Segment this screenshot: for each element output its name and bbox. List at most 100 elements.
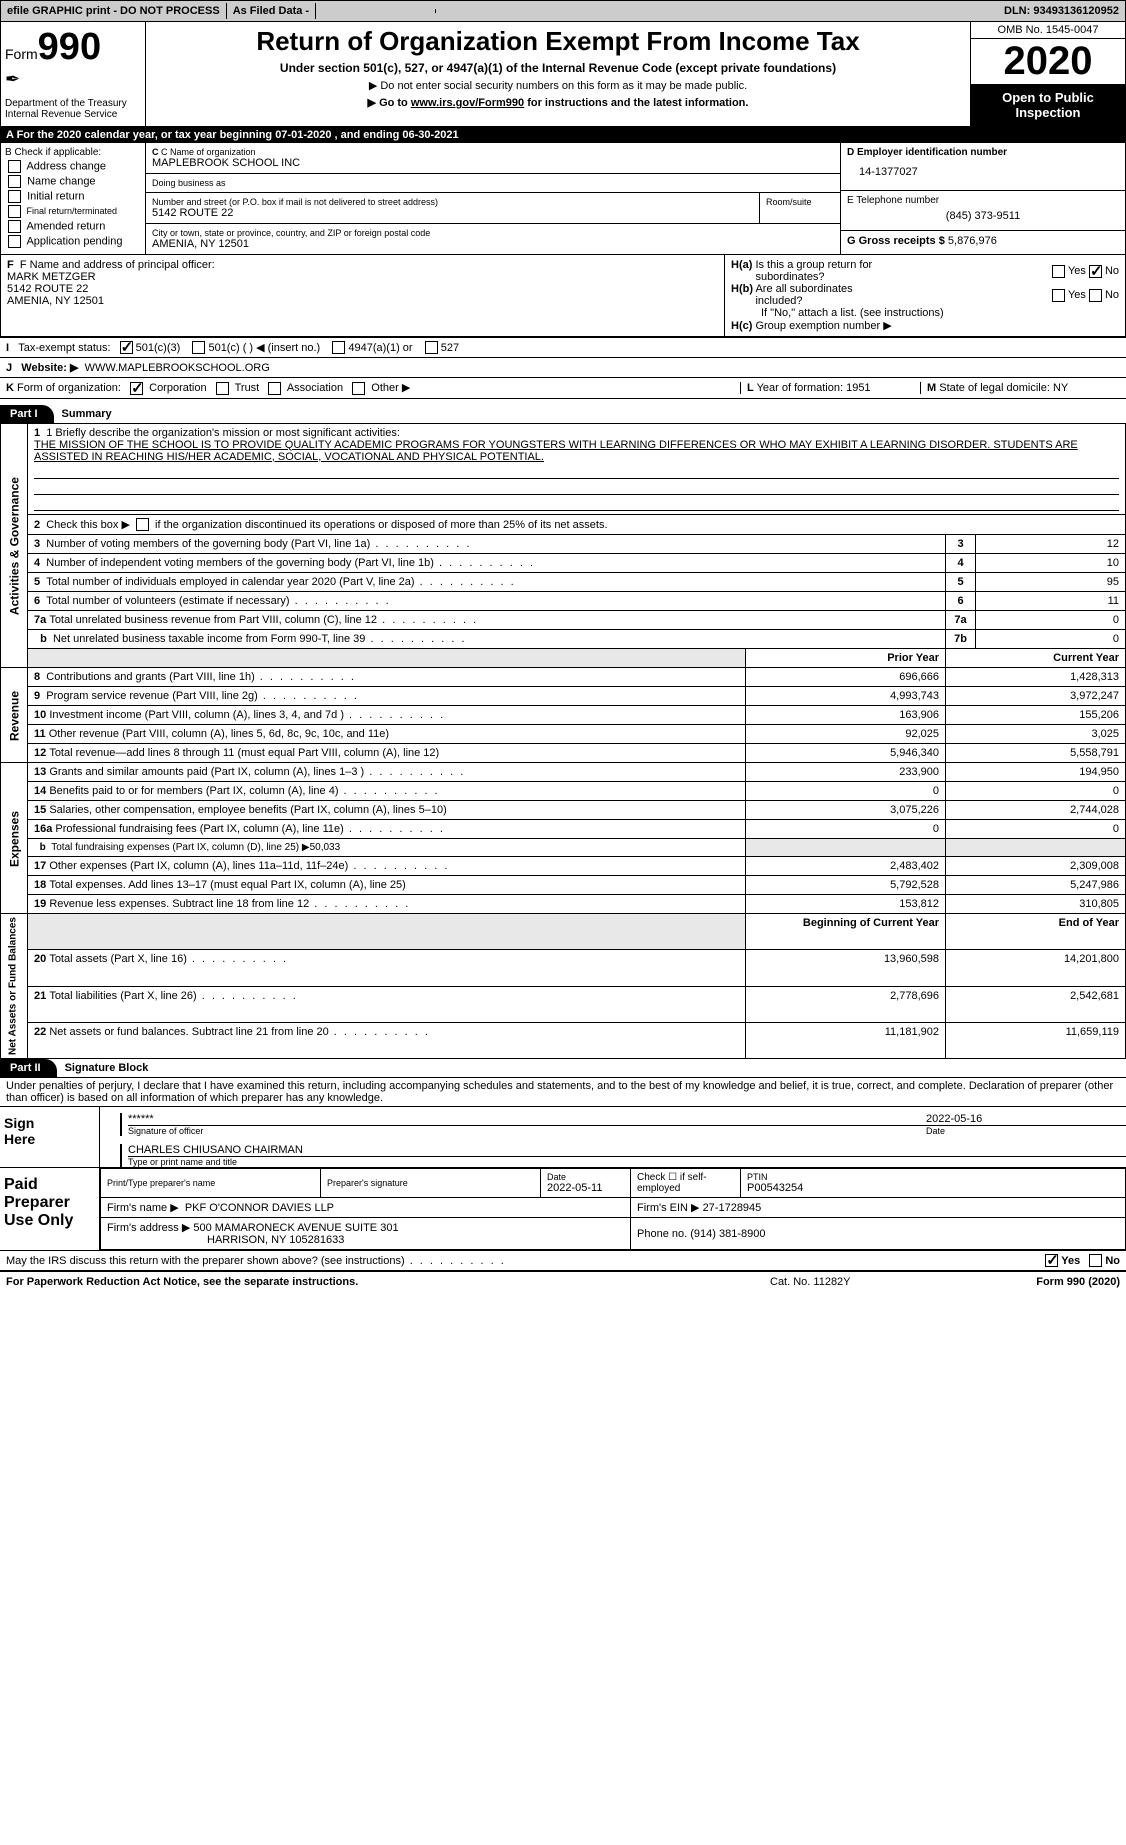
officer-box: F F Name and address of principal office… [1, 255, 725, 336]
chk-final[interactable]: Final return/terminated [5, 205, 141, 218]
form-word: Form [5, 46, 38, 62]
chk-address[interactable]: Address change [5, 160, 141, 173]
line12: 12 Total revenue—add lines 8 through 11 … [1, 744, 1126, 763]
side-expenses: Expenses [1, 763, 28, 914]
chk-527[interactable] [425, 341, 438, 354]
firm-ein: 27-1728945 [703, 1202, 762, 1214]
chk-name[interactable]: Name change [5, 175, 141, 188]
row-i: I Tax-exempt status: 501(c)(3) 501(c) ( … [0, 337, 1126, 357]
firm-addr2: HARRISON, NY 105281633 [107, 1234, 624, 1246]
phone-value: (845) 373-9511 [847, 206, 1119, 226]
line10: 10 Investment income (Part VIII, column … [1, 706, 1126, 725]
line17: 17 Other expenses (Part IX, column (A), … [1, 857, 1126, 876]
ein-value: 14-1377027 [847, 158, 1119, 186]
prep-date: 2022-05-11 [547, 1182, 602, 1194]
chk-corp[interactable] [130, 382, 143, 395]
pra-notice: For Paperwork Reduction Act Notice, see … [6, 1276, 770, 1288]
sign-here-label: SignHere [0, 1107, 100, 1167]
chk-amended[interactable]: Amended return [5, 220, 141, 233]
line2: 2 Check this box ▶ if the organization d… [28, 514, 1126, 535]
chk-4947[interactable] [332, 341, 345, 354]
line21: 21 Total liabilities (Part X, line 26)2,… [1, 986, 1126, 1022]
row-klm: K Form of organization: Corporation Trus… [0, 377, 1126, 399]
may-irs-row: May the IRS discuss this return with the… [0, 1250, 1126, 1270]
irs-label: Internal Revenue Service [5, 109, 141, 120]
section-fh: F F Name and address of principal office… [0, 255, 1126, 337]
open-to-public: Open to Public Inspection [971, 84, 1125, 126]
ha-yes[interactable] [1052, 265, 1065, 278]
form990-link[interactable]: www.irs.gov/Form990 [411, 97, 524, 109]
may-irs-no[interactable] [1089, 1254, 1102, 1267]
line11: 11 Other revenue (Part VIII, column (A),… [1, 725, 1126, 744]
dln: DLN: 93493136120952 [998, 3, 1125, 19]
street-box: Number and street (or P.O. box if mail i… [146, 193, 840, 224]
paid-preparer-label: PaidPreparerUse Only [0, 1168, 100, 1250]
chk-trust[interactable] [216, 382, 229, 395]
line6: 6 Total number of volunteers (estimate i… [1, 592, 1126, 611]
side-activities: Activities & Governance [1, 424, 28, 668]
row-j: J Website: ▶ WWW.MAPLEBROOKSCHOOL.ORG [0, 357, 1126, 377]
line9: 9 Program service revenue (Part VIII, li… [1, 687, 1126, 706]
goto-line: ▶ Go to www.irs.gov/Form990 for instruct… [154, 96, 962, 109]
line7a: 7a Total unrelated business revenue from… [1, 611, 1126, 630]
side-revenue: Revenue [1, 668, 28, 763]
line20: 20 Total assets (Part X, line 16)13,960,… [1, 950, 1126, 986]
line22: 22 Net assets or fund balances. Subtract… [1, 1022, 1126, 1058]
row-a-tax-year: A For the 2020 calendar year, or tax yea… [0, 127, 1126, 143]
sig-date-label: Date [926, 1126, 1126, 1136]
ha-no[interactable] [1089, 265, 1102, 278]
mission-text: THE MISSION OF THE SCHOOL IS TO PROVIDE … [34, 439, 1078, 463]
self-employed-check[interactable]: Check ☐ if self-employed [637, 1172, 707, 1194]
street-value: 5142 ROUTE 22 [152, 207, 753, 219]
dept-label: Department of the Treasury [5, 98, 141, 109]
col-b: B Check if applicable: Address change Na… [1, 143, 146, 254]
hb-no[interactable] [1089, 289, 1102, 302]
cat-no: Cat. No. 11282Y [770, 1276, 970, 1288]
part2-header: Part IISignature Block [0, 1059, 1126, 1078]
line3: 3 Number of voting members of the govern… [1, 535, 1126, 554]
sig-stars: ****** [128, 1113, 926, 1125]
chk-initial[interactable]: Initial return [5, 190, 141, 203]
asfiled-label: As Filed Data - [227, 3, 316, 19]
hb-yes[interactable] [1052, 289, 1065, 302]
state-domicile: NY [1053, 382, 1068, 394]
officer-street: 5142 ROUTE 22 [7, 283, 718, 295]
gross-receipts-box: G Gross receipts $ 5,876,976 [841, 231, 1125, 251]
type-name-label: Type or print name and title [128, 1157, 1126, 1167]
chk-assoc[interactable] [268, 382, 281, 395]
col-c: C C Name of organization MAPLEBROOK SCHO… [146, 143, 840, 254]
line1-mission: 1 1 Briefly describe the organization's … [28, 424, 1126, 515]
officer-name: MARK METZGER [7, 271, 718, 283]
ssn-warning: ▶ Do not enter social security numbers o… [154, 79, 962, 92]
may-irs-yes[interactable] [1045, 1254, 1058, 1267]
form-page: Form 990 (2020) [970, 1276, 1120, 1288]
year-formation: 1951 [846, 382, 870, 394]
paid-preparer-row: PaidPreparerUse Only Print/Type preparer… [0, 1168, 1126, 1250]
org-name: MAPLEBROOK SCHOOL INC [152, 157, 834, 169]
city-value: AMENIA, NY 12501 [152, 238, 834, 250]
line16b: b Total fundraising expenses (Part IX, c… [1, 839, 1126, 857]
chk-501c3[interactable] [120, 341, 133, 354]
chk-501c[interactable] [192, 341, 205, 354]
efile-topbar: efile GRAPHIC print - DO NOT PROCESS As … [0, 0, 1126, 22]
ein-box: D Employer identification number 14-1377… [841, 143, 1125, 191]
city-box: City or town, state or province, country… [146, 224, 840, 254]
chk-application[interactable]: Application pending [5, 235, 141, 248]
form-number: 990 [38, 26, 101, 68]
sig-date: 2022-05-16 [926, 1113, 1126, 1125]
header-mid: Return of Organization Exempt From Incom… [146, 22, 970, 126]
header-right: OMB No. 1545-0047 2020 Open to Public In… [970, 22, 1125, 126]
summary-table: Activities & Governance 1 1 Briefly desc… [0, 424, 1126, 1060]
line13: 13 Grants and similar amounts paid (Part… [28, 763, 746, 782]
chk-other[interactable] [352, 382, 365, 395]
form-header: Form990 ✒ Department of the Treasury Int… [0, 22, 1126, 127]
phone-box: E Telephone number (845) 373-9511 [841, 191, 1125, 231]
line18: 18 Total expenses. Add lines 13–17 (must… [1, 876, 1126, 895]
side-net: Net Assets or Fund Balances [1, 914, 28, 1059]
omb-number: OMB No. 1545-0047 [971, 22, 1125, 39]
line14: 14 Benefits paid to or for members (Part… [1, 782, 1126, 801]
ptin-value: P00543254 [747, 1182, 803, 1194]
tax-year: 2020 [971, 39, 1125, 84]
line15: 15 Salaries, other compensation, employe… [1, 801, 1126, 820]
form-title: Return of Organization Exempt From Incom… [154, 26, 962, 57]
